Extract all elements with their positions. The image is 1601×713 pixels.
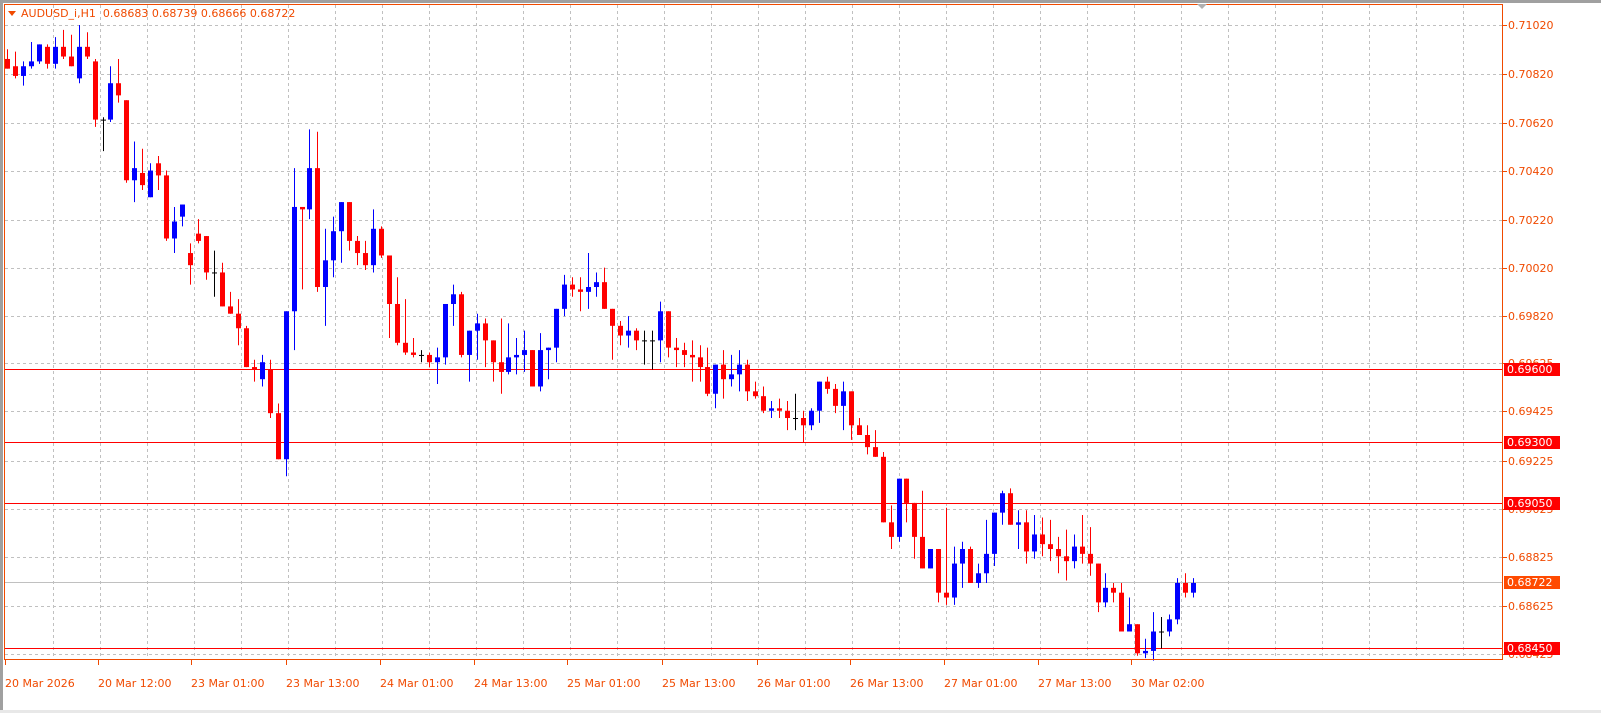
window-top-border — [0, 0, 1601, 3]
price-axis-label: 0.70220 — [1508, 214, 1554, 227]
price-axis-label: 0.68825 — [1508, 551, 1554, 564]
chart-title: AUDUSD_i,H1 0.68683 0.68739 0.68666 0.68… — [8, 7, 295, 20]
time-axis-label: 23 Mar 01:00 — [191, 677, 265, 690]
plot-area-border — [4, 4, 1503, 660]
price-axis-label: 0.70420 — [1508, 165, 1554, 178]
time-axis-label: 23 Mar 13:00 — [286, 677, 360, 690]
grid-lines — [5, 5, 1503, 660]
time-axis-label: 26 Mar 01:00 — [757, 677, 831, 690]
time-axis-label: 26 Mar 13:00 — [850, 677, 924, 690]
time-axis-label: 20 Mar 2026 — [5, 677, 75, 690]
price-axis-label: 0.70020 — [1508, 262, 1554, 275]
chart-shift-marker-icon[interactable] — [1197, 4, 1207, 9]
time-axis-label: 27 Mar 01:00 — [944, 677, 1018, 690]
window-bottom-border — [0, 710, 1601, 713]
time-axis-label: 24 Mar 01:00 — [380, 677, 454, 690]
symbol-label: AUDUSD_i,H1 — [21, 7, 96, 20]
axis-ticks — [5, 25, 1507, 665]
price-axis-label: 0.71020 — [1508, 19, 1554, 32]
time-axis-label: 30 Mar 02:00 — [1131, 677, 1205, 690]
window-left-border — [0, 0, 3, 713]
price-level-tag: 0.69050 — [1504, 496, 1560, 510]
price-axis-label: 0.69225 — [1508, 455, 1554, 468]
time-axis-label: 25 Mar 01:00 — [567, 677, 641, 690]
candlestick-series — [5, 25, 1196, 661]
time-axis-label: 24 Mar 13:00 — [474, 677, 548, 690]
price-axis-label: 0.69820 — [1508, 310, 1554, 323]
dropdown-triangle-icon[interactable] — [8, 10, 16, 16]
price-axis-label: 0.68625 — [1508, 600, 1554, 613]
bid-price-tag: 0.68722 — [1504, 575, 1560, 589]
price-level-tag: 0.69300 — [1504, 435, 1560, 449]
price-axis-label: 0.70820 — [1508, 68, 1554, 81]
price-level-tag: 0.68450 — [1504, 641, 1560, 655]
price-axis-label: 0.70620 — [1508, 117, 1554, 130]
time-axis-label: 25 Mar 13:00 — [662, 677, 736, 690]
time-axis-label: 20 Mar 12:00 — [98, 677, 172, 690]
price-axis-label: 0.69425 — [1508, 405, 1554, 418]
ohlc-values: 0.68683 0.68739 0.68666 0.68722 — [102, 7, 296, 20]
price-level-tag: 0.69600 — [1504, 362, 1560, 376]
time-axis-label: 27 Mar 13:00 — [1038, 677, 1112, 690]
